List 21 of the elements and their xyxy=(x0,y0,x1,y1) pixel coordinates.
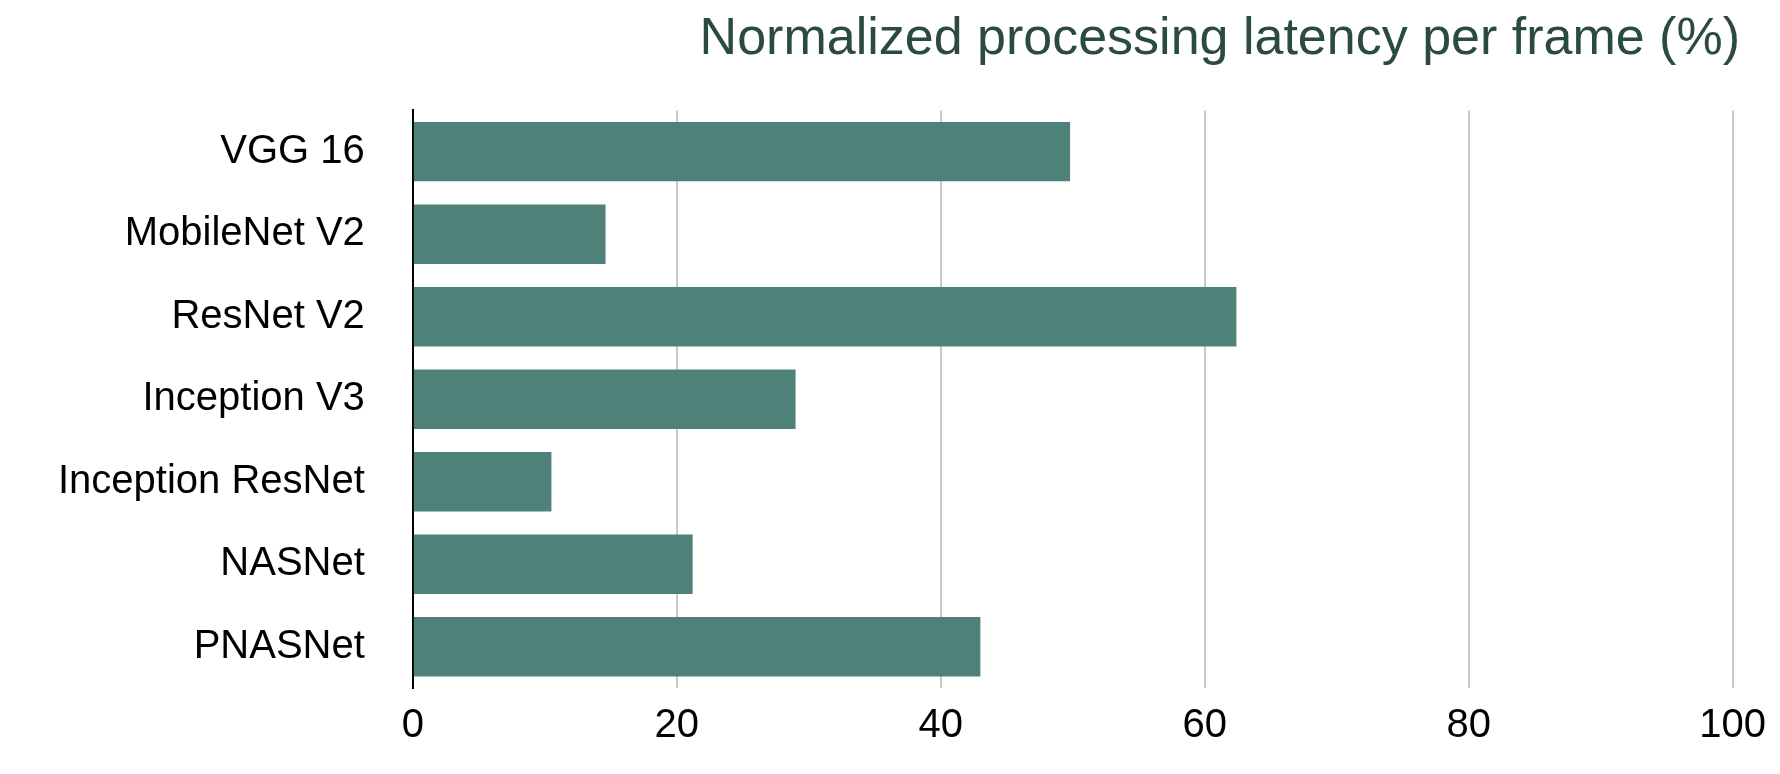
x-tick-label: 60 xyxy=(1182,701,1227,746)
y-tick-label: Inception V3 xyxy=(142,374,365,419)
y-tick-label: Inception ResNet xyxy=(57,456,365,501)
x-tick-label: 80 xyxy=(1446,701,1491,746)
bar xyxy=(413,204,606,264)
x-tick-label: 40 xyxy=(918,701,963,746)
y-tick-label: MobileNet V2 xyxy=(124,209,365,254)
y-tick-label: NASNet xyxy=(220,539,365,584)
bar xyxy=(413,534,693,594)
bar xyxy=(413,452,552,512)
y-tick-label: PNASNet xyxy=(193,621,365,666)
bar xyxy=(413,369,796,429)
x-tick-label: 0 xyxy=(401,701,424,746)
bar xyxy=(413,121,1071,182)
bar xyxy=(413,617,981,677)
x-tick-label: 20 xyxy=(654,701,700,746)
chart-title: Normalized processing latency per frame (%) xyxy=(699,6,1740,65)
bar xyxy=(413,286,1237,347)
x-tick-label: 100 xyxy=(1699,701,1767,746)
y-tick-label: VGG 16 xyxy=(220,126,365,171)
y-tick-label: ResNet V2 xyxy=(171,291,365,336)
